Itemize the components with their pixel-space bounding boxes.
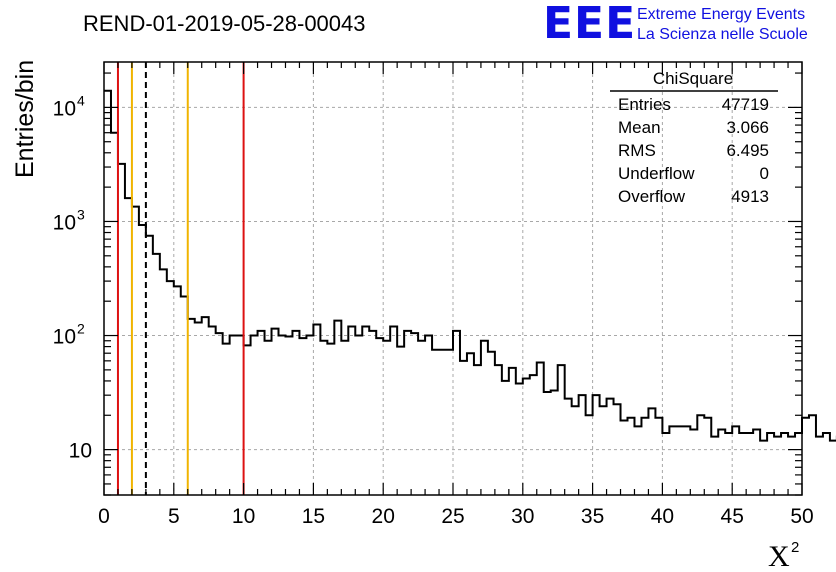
stats-row-label: Mean	[618, 118, 661, 137]
stats-box: ChiSquare Entries 47719 Mean 3.066 RMS 6.495 U…	[610, 69, 778, 206]
y-tick-label: 10	[53, 97, 76, 120]
y-axis-title: Entries/bin	[11, 60, 39, 178]
stats-row-label: Underflow	[618, 164, 695, 183]
x-tick-label: 20	[372, 505, 395, 528]
x-axis: 0 5 10 15 20 25 30 35 40 45 50	[98, 62, 814, 528]
histogram-series	[104, 89, 836, 442]
chart-title: REND-01-2019-05-28-00043	[83, 11, 366, 36]
stats-row-label: Overflow	[618, 187, 686, 206]
x-tick-label: 15	[302, 505, 325, 528]
x-tick-label: 0	[98, 505, 110, 528]
y-tick-label: 10	[69, 440, 92, 463]
eee-logo-mark: EEE	[543, 0, 636, 49]
stats-rows: Entries 47719 Mean 3.066 RMS 6.495 Underflow 0 O…	[618, 95, 769, 206]
stats-row-value: 47719	[722, 95, 769, 114]
stats-row-value: 3.066	[726, 118, 769, 137]
x-tick-label: 40	[651, 505, 674, 528]
x-tick-label: 45	[721, 505, 744, 528]
x-tick-label: 10	[232, 505, 255, 528]
stats-row-value: 4913	[731, 187, 769, 206]
x-axis-title-base: X	[768, 540, 790, 572]
stats-row-value: 6.495	[726, 141, 769, 160]
y-tick-label-exponent: 4	[77, 92, 85, 108]
eee-logo-line2: La Scienza nelle Scuole	[637, 26, 808, 43]
y-tick-label: 10	[53, 326, 76, 349]
x-tick-label: 25	[441, 505, 464, 528]
histogram-outline	[104, 89, 836, 442]
eee-logo-line1: Extreme Energy Events	[637, 6, 805, 23]
x-axis-title: X 2	[768, 539, 799, 572]
x-tick-label: 30	[511, 505, 534, 528]
threshold-lines	[116, 62, 245, 495]
stats-row-label: RMS	[618, 141, 656, 160]
x-tick-label: 5	[168, 505, 180, 528]
y-tick-label: 10	[53, 211, 76, 234]
stats-row-label: Entries	[618, 95, 671, 114]
x-tick-label: 35	[581, 505, 604, 528]
x-axis-title-exponent: 2	[791, 539, 799, 556]
stats-row-value: 0	[760, 164, 769, 183]
y-tick-label-exponent: 2	[77, 321, 85, 337]
y-tick-label-exponent: 3	[77, 206, 85, 222]
x-tick-label: 50	[790, 505, 813, 528]
stats-title: ChiSquare	[653, 69, 733, 88]
eee-logo: EEE Extreme Energy Events La Scienza nel…	[543, 0, 808, 49]
